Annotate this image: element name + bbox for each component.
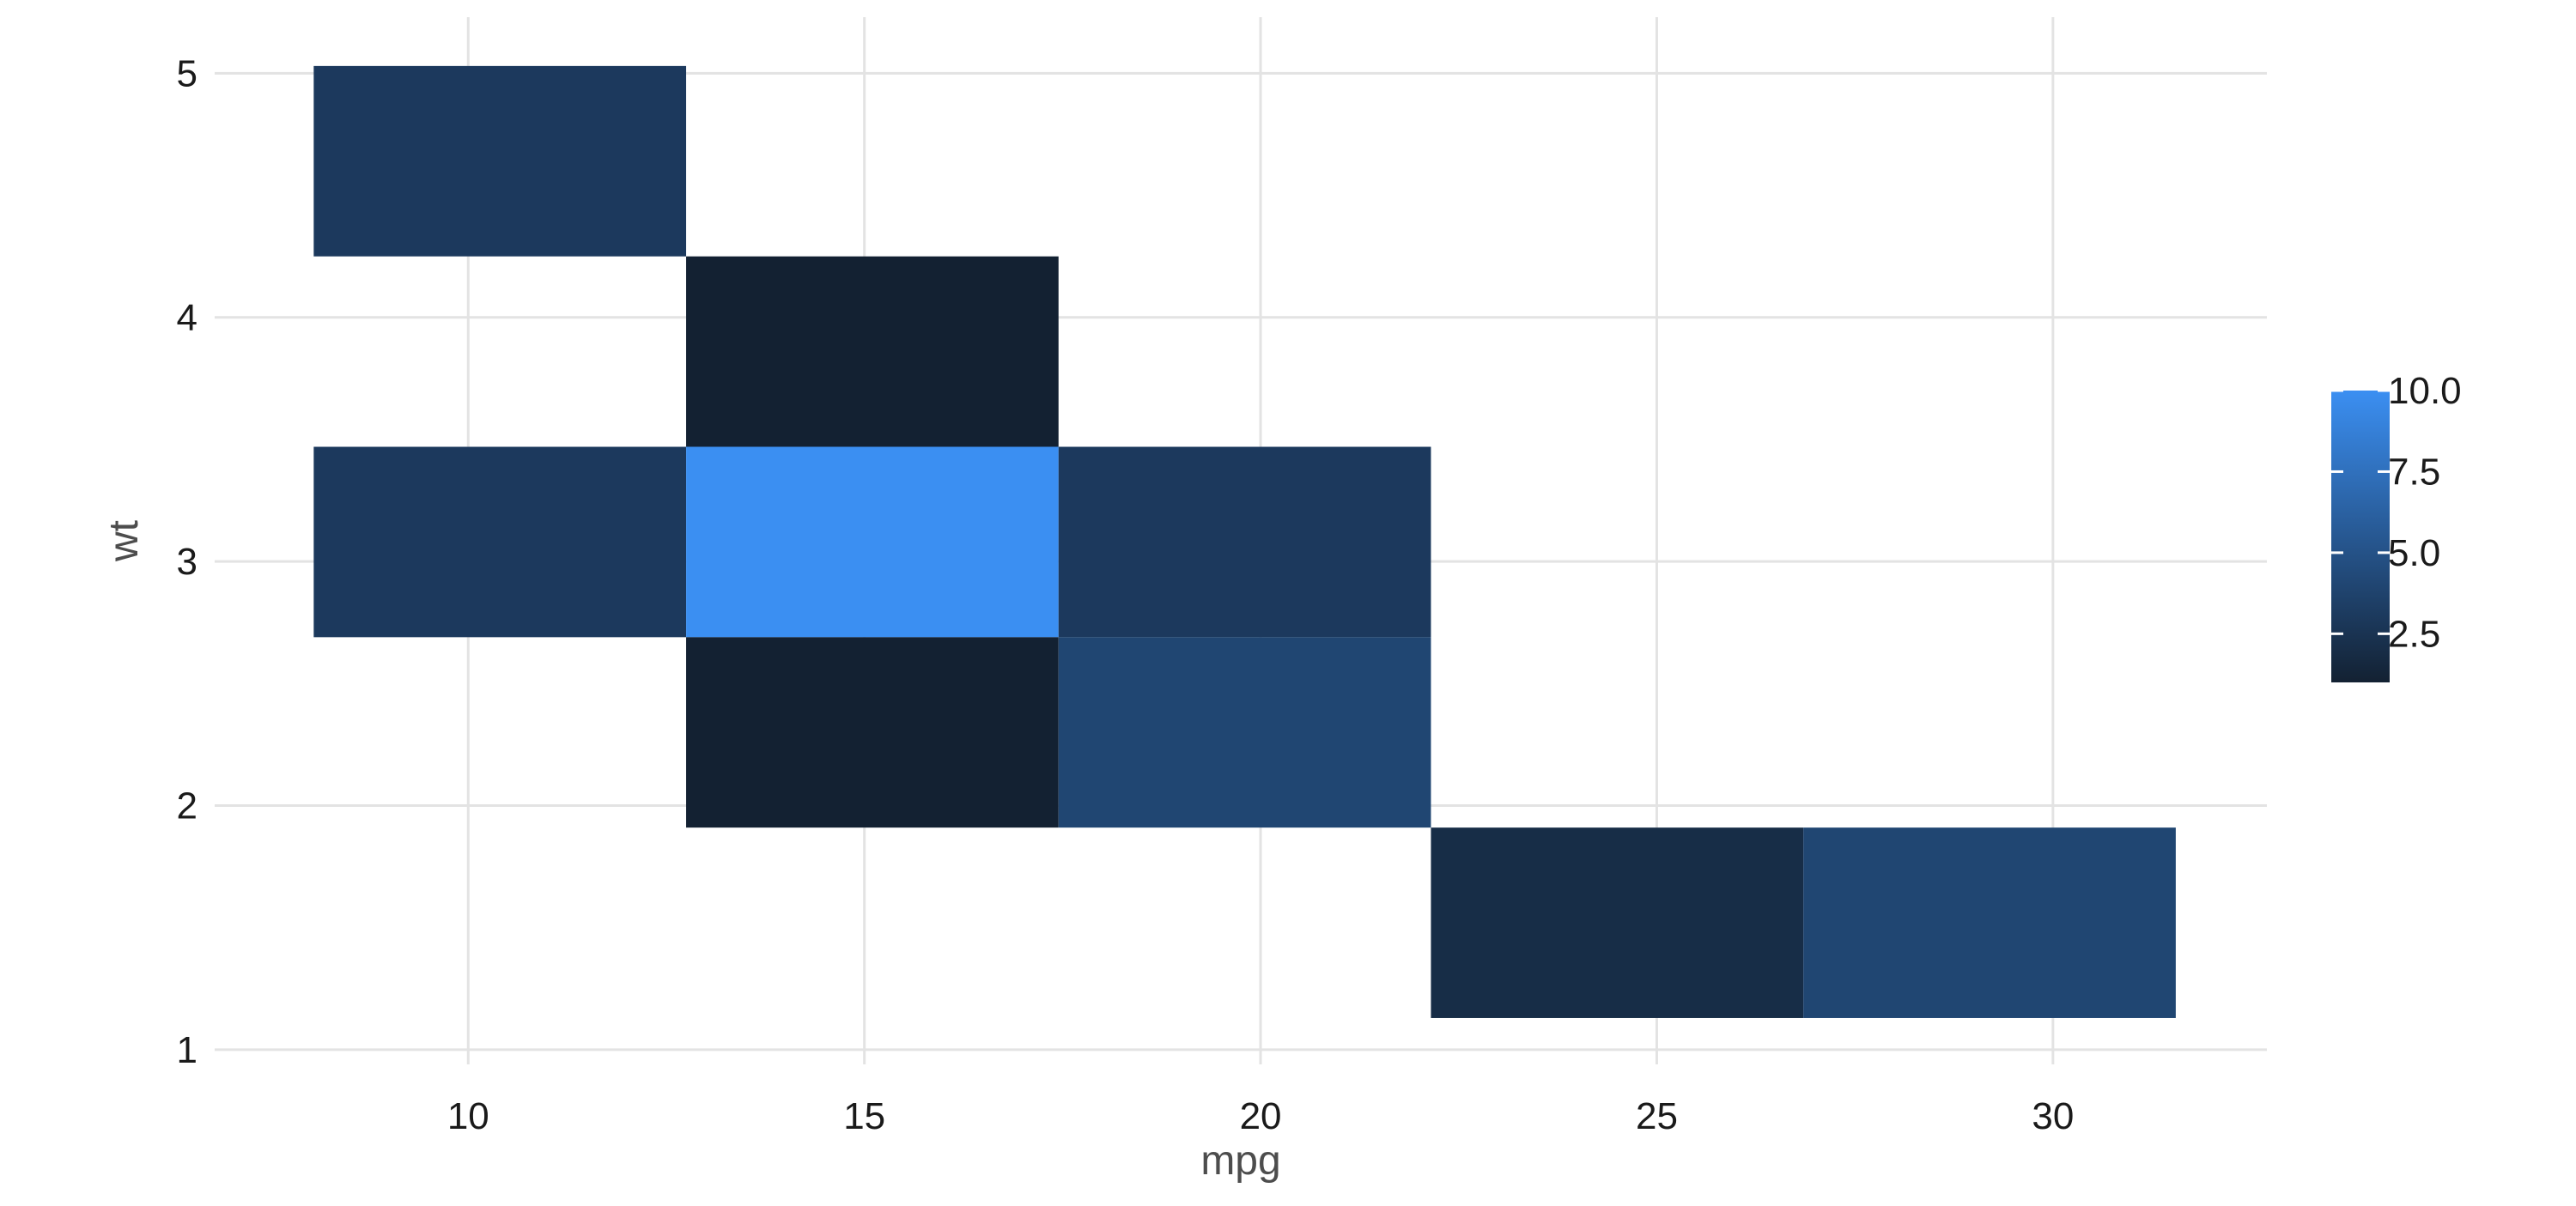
x-tick-label: 15 [843, 1095, 885, 1137]
legend-colorbar [2331, 391, 2390, 682]
x-tick-label: 20 [1240, 1095, 1282, 1137]
x-tick-label: 25 [1636, 1095, 1678, 1137]
x-axis-title: mpg [1200, 1138, 1280, 1184]
heatmap-cell [686, 256, 1059, 447]
y-tick-label: 3 [177, 541, 197, 583]
x-tick-label: 30 [2032, 1095, 2074, 1137]
y-tick-label: 5 [177, 52, 197, 94]
legend-tick-label: 10.0 [2388, 370, 2462, 412]
axis-ticks: 10 15 20 25 30 1 2 3 4 5 [177, 52, 2075, 1137]
heatmap-cell [1431, 827, 1804, 1018]
heatmap-cells [313, 65, 2176, 1018]
y-tick-label: 1 [177, 1029, 197, 1071]
heatmap-cell [686, 637, 1059, 828]
heatmap-cell [1803, 827, 2176, 1018]
color-legend: 2.5 5.0 7.5 10.0 [2331, 370, 2462, 682]
y-tick-label: 4 [177, 297, 197, 339]
legend-tick-label: 5.0 [2388, 532, 2440, 574]
x-tick-label: 10 [447, 1095, 489, 1137]
y-axis-title: wt [101, 520, 147, 562]
heatmap-cell [313, 446, 687, 638]
y-tick-label: 2 [177, 785, 197, 827]
heatmap-cell [1058, 637, 1431, 828]
legend-tick-label: 7.5 [2388, 451, 2440, 493]
heatmap-cell [686, 446, 1059, 638]
legend-tick-label: 2.5 [2388, 613, 2440, 655]
heatmap-cell [1058, 446, 1431, 638]
heatmap-cell [313, 65, 687, 257]
